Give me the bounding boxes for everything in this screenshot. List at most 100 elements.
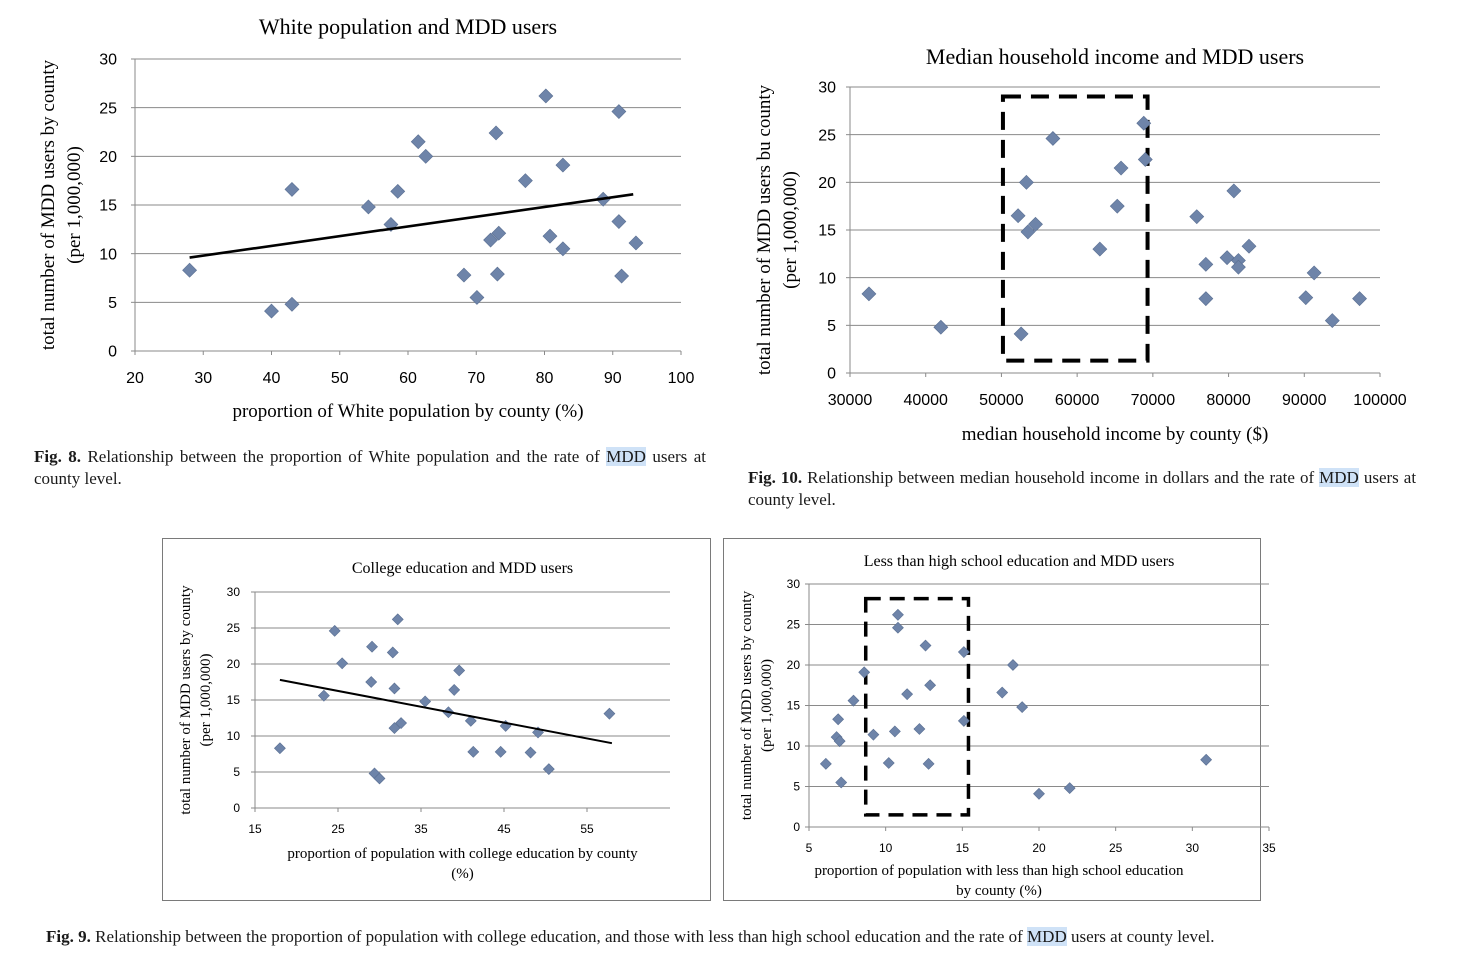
y-tick-label: 5 xyxy=(233,765,240,779)
data-point xyxy=(1298,290,1314,306)
data-point xyxy=(833,735,846,748)
x-axis-label: (%) xyxy=(451,866,474,882)
data-point xyxy=(1230,259,1246,275)
chart-title: Less than high school education and MDD … xyxy=(864,553,1175,570)
data-point xyxy=(1324,313,1340,328)
data-point xyxy=(1226,183,1242,199)
x-tick-label: 50 xyxy=(331,370,349,387)
data-point xyxy=(483,232,499,248)
y-axis-label: (per 1,000,000) xyxy=(759,659,775,752)
x-tick-label: 15 xyxy=(956,841,970,855)
data-point xyxy=(1109,198,1125,214)
data-point xyxy=(365,676,378,688)
data-point xyxy=(628,235,644,251)
data-point xyxy=(410,134,426,150)
data-point xyxy=(1200,753,1213,766)
data-point xyxy=(1016,701,1029,714)
data-point xyxy=(1020,224,1036,240)
data-point xyxy=(1113,160,1129,176)
x-tick-label: 60000 xyxy=(1055,392,1100,409)
trendline xyxy=(189,193,634,259)
y-tick-label: 30 xyxy=(227,585,241,599)
data-point xyxy=(867,728,880,741)
x-tick-label: 30 xyxy=(194,370,212,387)
y-tick-label: 20 xyxy=(227,657,241,671)
data-point xyxy=(284,182,300,197)
data-point xyxy=(538,88,554,104)
data-point xyxy=(1306,265,1322,281)
data-point xyxy=(858,666,871,679)
data-point xyxy=(611,104,627,119)
x-tick-label: 45 xyxy=(497,822,511,836)
caption-fig8-text: Relationship between the proportion of W… xyxy=(87,447,600,466)
data-point xyxy=(182,262,198,278)
data-point xyxy=(1241,238,1257,254)
data-point xyxy=(456,267,472,283)
data-point xyxy=(882,757,895,769)
x-tick-label: 80 xyxy=(536,370,554,387)
data-point xyxy=(464,714,477,727)
y-tick-label: 10 xyxy=(818,270,836,287)
y-tick-label: 0 xyxy=(108,344,117,361)
x-tick-label: 40 xyxy=(263,370,281,387)
data-point xyxy=(1033,787,1045,800)
data-point xyxy=(328,624,341,637)
y-tick-label: 25 xyxy=(787,618,801,632)
y-tick-label: 25 xyxy=(227,621,241,635)
caption-fig8-highlight: MDD xyxy=(606,447,646,466)
data-point xyxy=(922,757,935,770)
data-point xyxy=(1018,174,1034,190)
y-tick-label: 20 xyxy=(787,658,801,672)
x-tick-label: 100 xyxy=(668,370,695,387)
data-point xyxy=(467,745,480,758)
data-point xyxy=(542,763,555,776)
chart-white-population: 0 5 10 15 20 25 30 20 30 40 50 60 70 80 90 100 White pop… xyxy=(38,14,695,422)
data-point xyxy=(957,714,970,727)
caption-fig9-highlight: MDD xyxy=(1027,927,1067,946)
data-point xyxy=(1219,250,1235,266)
x-axis-label: proportion of population with college ed… xyxy=(287,846,638,862)
fig9a-frame xyxy=(162,538,711,901)
y-tick-label: 10 xyxy=(787,739,801,753)
data-point xyxy=(469,290,485,305)
y-axis-label: total number of MDD users by county xyxy=(38,59,59,350)
chart-title: Median household income and MDD users xyxy=(926,44,1304,69)
y-tick-label: 25 xyxy=(818,127,836,144)
caption-fig9-text-after: users at county level. xyxy=(1070,927,1215,946)
data-point xyxy=(388,722,401,735)
x-tick-label: 100000 xyxy=(1353,392,1406,409)
data-point xyxy=(264,303,279,319)
x-tick-label: 30 xyxy=(1186,841,1200,855)
data-point xyxy=(517,173,533,189)
data-point xyxy=(395,717,408,729)
x-tick-label: 80000 xyxy=(1206,392,1251,409)
data-point xyxy=(901,688,914,701)
y-axis-label: (per 1,000,000) xyxy=(780,171,801,289)
data-point xyxy=(1136,115,1152,131)
y-axis-label: (per 1,000,000) xyxy=(198,654,214,747)
x-tick-label: 20 xyxy=(1032,841,1046,855)
data-point xyxy=(542,228,558,244)
data-point xyxy=(391,613,404,626)
x-tick-label: 20 xyxy=(126,370,144,387)
data-point xyxy=(491,225,507,241)
data-point xyxy=(1352,291,1367,307)
data-point xyxy=(614,268,630,284)
y-tick-label: 15 xyxy=(227,693,241,707)
x-tick-label: 10 xyxy=(879,841,893,855)
trendline xyxy=(279,678,613,745)
data-point xyxy=(488,125,504,141)
data-point xyxy=(448,683,461,696)
data-point xyxy=(1045,131,1061,146)
data-point xyxy=(603,707,616,720)
y-tick-label: 15 xyxy=(99,198,117,215)
data-point xyxy=(892,608,904,621)
x-tick-label: 55 xyxy=(580,822,594,836)
data-point xyxy=(1189,209,1205,225)
x-axis-label: by county (%) xyxy=(956,883,1042,899)
caption-fig10-text-after: users at county level. xyxy=(748,468,1417,509)
x-tick-label: 35 xyxy=(414,822,428,836)
data-point xyxy=(924,679,937,692)
y-tick-label: 10 xyxy=(99,246,117,263)
y-tick-label: 15 xyxy=(818,223,836,240)
